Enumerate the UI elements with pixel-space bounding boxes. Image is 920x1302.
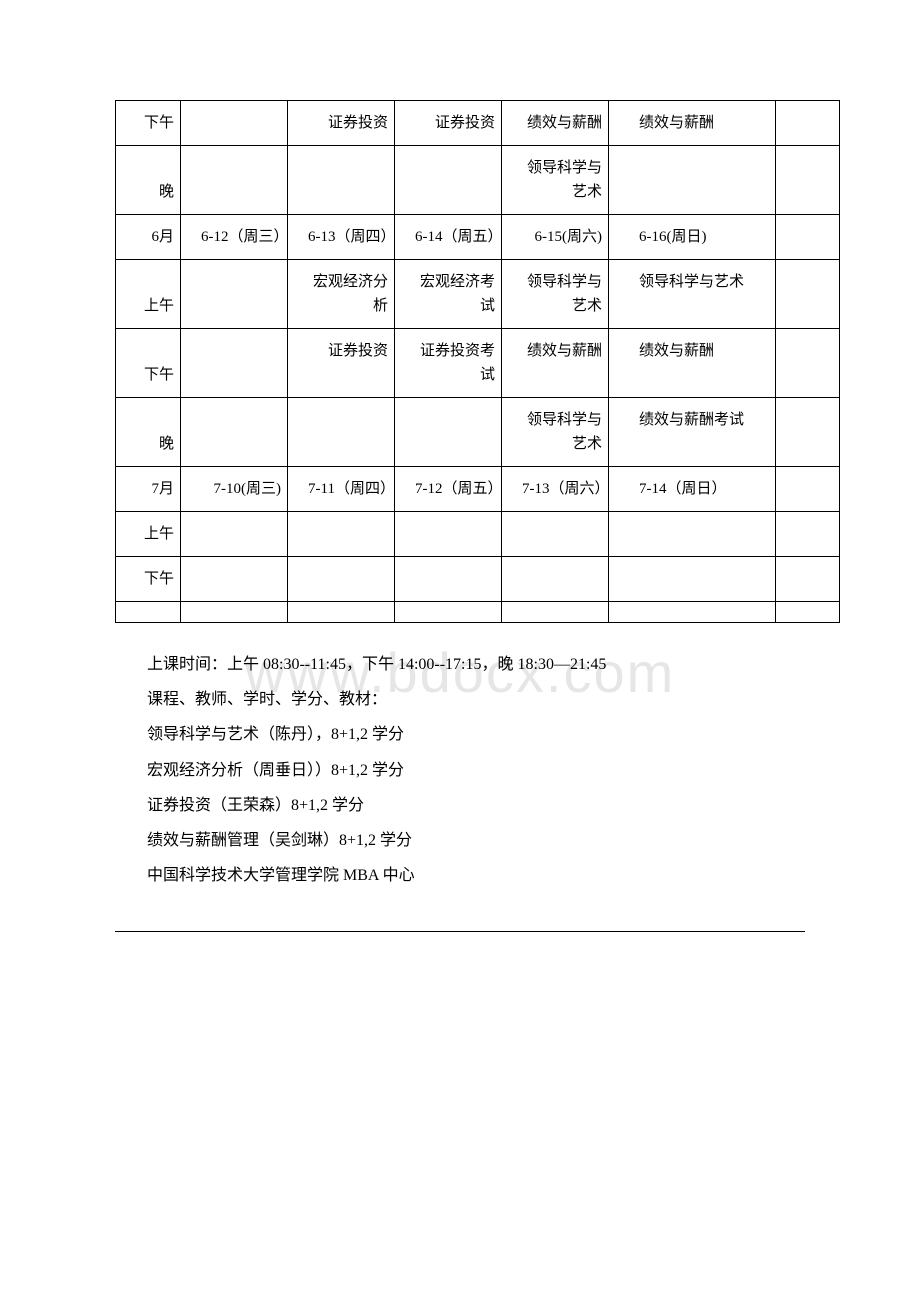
cell-period: 下午 bbox=[116, 557, 181, 602]
cell-period: 晚 bbox=[116, 146, 181, 215]
cell bbox=[395, 602, 502, 623]
cell: 证券投资考试 bbox=[395, 329, 502, 398]
cell bbox=[395, 557, 502, 602]
cell bbox=[395, 512, 502, 557]
paragraph: 中国科学技术大学管理学院 MBA 中心 bbox=[115, 858, 805, 893]
cell bbox=[609, 602, 776, 623]
table-row: 6月 6-12（周三） 6-13（周四） 6-14（周五） 6-15(周六) 6… bbox=[116, 215, 840, 260]
table-row: 上午 宏观经济分析 宏观经济考试 领导科学与艺术 领导科学与艺术 bbox=[116, 260, 840, 329]
cell bbox=[395, 146, 502, 215]
table-row bbox=[116, 602, 840, 623]
paragraph: 领导科学与艺术（陈丹），8+1,2 学分 bbox=[115, 717, 805, 752]
paragraph: 课程、教师、学时、学分、教材： bbox=[115, 682, 805, 717]
cell bbox=[395, 398, 502, 467]
table-row: 7月 7-10(周三) 7-11（周四） 7-12（周五） 7-13（周六） 7… bbox=[116, 467, 840, 512]
cell bbox=[776, 329, 840, 398]
cell bbox=[181, 146, 288, 215]
paragraph: 宏观经济分析（周垂日））8+1,2 学分 bbox=[115, 753, 805, 788]
cell bbox=[776, 512, 840, 557]
table-row: 晚 领导科学与艺术 bbox=[116, 146, 840, 215]
cell: 绩效与薪酬考试 bbox=[609, 398, 776, 467]
cell: 领导科学与艺术 bbox=[502, 146, 609, 215]
cell: 绩效与薪酬 bbox=[609, 101, 776, 146]
paragraph: 上课时间：上午 08:30--11:45，下午 14:00--17:15，晚 1… bbox=[115, 647, 805, 682]
cell bbox=[288, 512, 395, 557]
cell: 7-12（周五） bbox=[395, 467, 502, 512]
cell bbox=[609, 146, 776, 215]
cell: 证券投资 bbox=[395, 101, 502, 146]
schedule-table: 下午 证券投资 证券投资 绩效与薪酬 绩效与薪酬 晚 领导科学与艺术 6月 6-… bbox=[115, 100, 840, 623]
cell bbox=[776, 467, 840, 512]
cell bbox=[502, 557, 609, 602]
cell bbox=[181, 602, 288, 623]
cell: 6-12（周三） bbox=[181, 215, 288, 260]
table-row: 下午 证券投资 证券投资 绩效与薪酬 绩效与薪酬 bbox=[116, 101, 840, 146]
cell: 证券投资 bbox=[288, 101, 395, 146]
table-row: 下午 bbox=[116, 557, 840, 602]
table-row: 上午 bbox=[116, 512, 840, 557]
cell: 领导科学与艺术 bbox=[502, 260, 609, 329]
cell bbox=[776, 260, 840, 329]
cell bbox=[181, 512, 288, 557]
cell bbox=[288, 602, 395, 623]
cell-period: 7月 bbox=[116, 467, 181, 512]
cell: 绩效与薪酬 bbox=[502, 329, 609, 398]
cell bbox=[181, 557, 288, 602]
info-text: 上课时间：上午 08:30--11:45，下午 14:00--17:15，晚 1… bbox=[115, 647, 805, 893]
cell: 绩效与薪酬 bbox=[609, 329, 776, 398]
cell bbox=[502, 602, 609, 623]
cell: 6-16(周日) bbox=[609, 215, 776, 260]
cell-period bbox=[116, 602, 181, 623]
cell bbox=[609, 557, 776, 602]
paragraph: 绩效与薪酬管理（吴剑琳）8+1,2 学分 bbox=[115, 823, 805, 858]
cell bbox=[288, 146, 395, 215]
cell bbox=[776, 215, 840, 260]
paragraph: 证券投资（王荣森）8+1,2 学分 bbox=[115, 788, 805, 823]
cell bbox=[776, 602, 840, 623]
cell: 6-14（周五） bbox=[395, 215, 502, 260]
cell bbox=[776, 557, 840, 602]
document-page: 下午 证券投资 证券投资 绩效与薪酬 绩效与薪酬 晚 领导科学与艺术 6月 6-… bbox=[0, 0, 920, 1000]
cell bbox=[288, 557, 395, 602]
cell: 7-13（周六） bbox=[502, 467, 609, 512]
cell-period: 上午 bbox=[116, 512, 181, 557]
table-row: 下午 证券投资 证券投资考试 绩效与薪酬 绩效与薪酬 bbox=[116, 329, 840, 398]
cell bbox=[181, 260, 288, 329]
table-row: 晚 领导科学与艺术 绩效与薪酬考试 bbox=[116, 398, 840, 467]
cell bbox=[609, 512, 776, 557]
cell-period: 下午 bbox=[116, 329, 181, 398]
cell-period: 6月 bbox=[116, 215, 181, 260]
cell: 领导科学与艺术 bbox=[609, 260, 776, 329]
cell: 绩效与薪酬 bbox=[502, 101, 609, 146]
cell bbox=[181, 101, 288, 146]
cell: 7-10(周三) bbox=[181, 467, 288, 512]
cell: 7-14（周日） bbox=[609, 467, 776, 512]
cell: 宏观经济分析 bbox=[288, 260, 395, 329]
cell bbox=[776, 398, 840, 467]
cell: 6-15(周六) bbox=[502, 215, 609, 260]
cell: 宏观经济考试 bbox=[395, 260, 502, 329]
cell: 证券投资 bbox=[288, 329, 395, 398]
cell: 7-11（周四） bbox=[288, 467, 395, 512]
cell bbox=[181, 398, 288, 467]
cell: 领导科学与艺术 bbox=[502, 398, 609, 467]
cell bbox=[776, 146, 840, 215]
divider bbox=[115, 931, 805, 932]
cell-period: 上午 bbox=[116, 260, 181, 329]
cell bbox=[181, 329, 288, 398]
cell bbox=[502, 512, 609, 557]
cell-period: 晚 bbox=[116, 398, 181, 467]
cell: 6-13（周四） bbox=[288, 215, 395, 260]
cell-period: 下午 bbox=[116, 101, 181, 146]
cell bbox=[776, 101, 840, 146]
cell bbox=[288, 398, 395, 467]
